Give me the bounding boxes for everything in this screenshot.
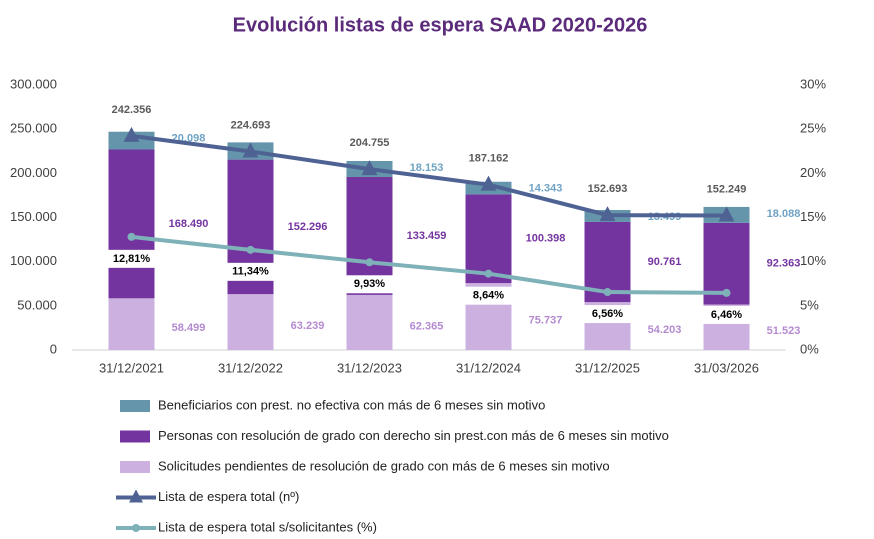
legend-label: Beneficiarios con prest. no efectiva con…	[158, 397, 545, 412]
data-label: 75.737	[529, 314, 563, 326]
label-box	[702, 305, 751, 324]
y2-tick-label: 0%	[800, 341, 819, 356]
data-label: 224.693	[231, 119, 271, 131]
data-label: 187.162	[469, 153, 509, 165]
bar-segment	[346, 294, 393, 350]
data-label: 204.755	[350, 137, 390, 149]
label-box	[583, 305, 632, 324]
y-tick-label: 300.000	[10, 76, 57, 91]
y2-tick-label: 5%	[800, 297, 819, 312]
marker	[718, 206, 735, 222]
bar-segment	[227, 294, 274, 350]
data-label: 58.499	[172, 322, 206, 334]
legend-label: Lista de espera total s/solicitantes (%)	[158, 519, 377, 534]
x-tick-label: 31/12/2022	[218, 360, 283, 375]
y-tick-label: 250.000	[10, 121, 57, 136]
label-box	[464, 286, 513, 305]
x-tick-label: 31/12/2021	[99, 360, 164, 375]
bar-segment	[465, 194, 512, 284]
y-tick-label: 100.000	[10, 253, 57, 268]
data-label: 152.693	[588, 183, 628, 195]
data-label: 18.088	[767, 208, 801, 220]
line-series	[131, 234, 727, 295]
data-label: 14.343	[529, 183, 563, 195]
data-label: 152.296	[288, 221, 328, 233]
data-label: 168.490	[169, 218, 209, 230]
y2-tick-label: 25%	[800, 121, 826, 136]
marker	[127, 232, 136, 241]
y-tick-label: 50.000	[17, 297, 57, 312]
label-box	[107, 249, 156, 268]
bar-segment	[108, 149, 155, 299]
marker	[480, 175, 497, 191]
legend-swatch	[120, 430, 150, 443]
data-label: 18.153	[410, 162, 444, 174]
legend-swatch	[120, 400, 150, 412]
data-label: 152.249	[707, 183, 747, 195]
legend-marker	[129, 489, 143, 503]
data-label: 242.356	[112, 104, 152, 116]
marker	[123, 126, 140, 142]
x-tick-label: 31/12/2023	[337, 360, 402, 375]
label-box	[226, 262, 275, 281]
y-tick-label: 0	[50, 341, 57, 356]
y2-tick-label: 10%	[800, 253, 826, 268]
marker	[484, 269, 493, 278]
marker	[365, 258, 374, 267]
marker	[603, 288, 612, 297]
y2-tick-label: 20%	[800, 165, 826, 180]
legend-label: Solicitudes pendientes de resolución de …	[158, 458, 610, 473]
legend-swatch	[120, 461, 150, 473]
data-label: 6,46%	[711, 309, 742, 321]
data-label: 12,81%	[113, 253, 151, 265]
data-label: 100.398	[526, 233, 566, 245]
data-label: 90.761	[648, 256, 682, 268]
chart-title: Evolución listas de espera SAAD 2020-202…	[233, 14, 648, 36]
line-series	[131, 133, 727, 218]
x-tick-label: 31/12/2025	[575, 360, 640, 375]
data-label: 6,56%	[592, 308, 623, 320]
y-tick-label: 200.000	[10, 165, 57, 180]
data-label: 8,64%	[473, 290, 504, 302]
marker	[361, 160, 378, 176]
data-label: 62.365	[410, 320, 444, 332]
marker	[722, 288, 731, 297]
y-tick-label: 150.000	[10, 209, 57, 224]
data-label: 63.239	[291, 320, 325, 332]
y2-tick-label: 30%	[800, 76, 826, 91]
label-box	[345, 275, 394, 294]
bar-segment	[108, 298, 155, 350]
legend-label: Personas con resolución de grado con der…	[158, 428, 669, 443]
x-tick-label: 31/03/2026	[694, 360, 759, 375]
data-label: 133.459	[407, 230, 447, 242]
data-label: 54.203	[648, 324, 682, 336]
marker	[242, 142, 259, 158]
legend-marker	[132, 524, 140, 532]
data-label: 51.523	[767, 325, 801, 337]
x-tick-label: 31/12/2024	[456, 360, 521, 375]
marker	[246, 245, 255, 254]
data-label: 92.363	[767, 258, 801, 270]
data-label: 9,93%	[354, 278, 385, 290]
y2-tick-label: 15%	[800, 209, 826, 224]
bar-segment	[346, 177, 393, 295]
marker	[599, 206, 616, 222]
data-label: 11,34%	[232, 266, 269, 278]
legend-label: Lista de espera total (nº)	[158, 489, 299, 504]
